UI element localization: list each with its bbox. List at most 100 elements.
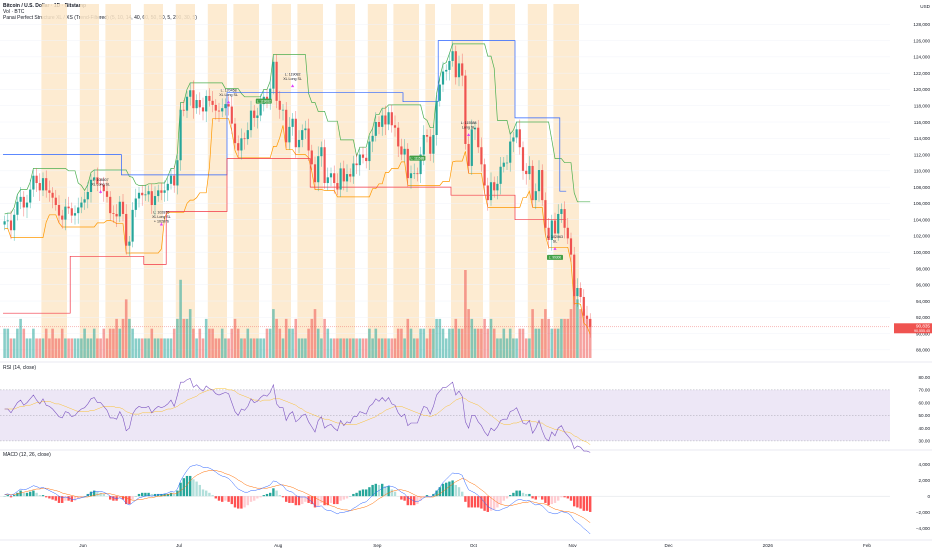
macd-histogram-bar [333,496,336,505]
candle-body [413,173,416,174]
volume-bar [262,338,266,358]
volume-bar [211,328,214,358]
macd-line [4,464,591,535]
candle-body [397,127,400,147]
macd-histogram-bar [448,481,451,497]
candle-body [518,129,521,148]
candle-body [445,69,448,72]
candle-body [118,201,121,217]
candle-body [32,175,35,190]
annotation-text: L: 115588 [461,121,477,125]
price-tick-label: 122,000 [913,71,930,76]
macd-histogram-bar [22,492,25,497]
candle-body [73,213,77,216]
volume-bar [121,318,125,358]
signal-badge [255,98,272,104]
time-axis[interactable]: JunJulAugSepOctNovDec2026FebMar [79,543,932,548]
volume-bar [3,328,6,358]
macd-histogram-bar [144,492,147,497]
candle-body [272,61,275,89]
rsi-tick-label: 50.00 [919,413,931,418]
volume-bar [54,338,58,358]
candle-body [470,129,473,166]
candle-body [214,104,217,111]
volume-bar [371,338,374,358]
macd-histogram-bar [224,496,227,501]
candle-body [201,107,205,112]
volume-bar [390,338,394,358]
candle-body [105,191,109,197]
macd-histogram-bar [576,496,579,508]
rsi-tick-label: 40.00 [919,426,931,431]
volume-bar [556,328,560,358]
candle-body [374,122,377,136]
annotation-text: XL Long SL [152,215,171,219]
candle-body [265,96,269,100]
candle-body [496,183,499,191]
price-tick-label: 108,000 [913,185,930,190]
macd-pane[interactable] [0,464,890,535]
volume-bar [99,338,102,358]
volume-bar [259,338,262,358]
candle-body [403,148,406,155]
price-tick-label: 94,000 [916,299,930,304]
macd-histogram-bar [41,495,45,497]
macd-histogram-bar [29,491,32,497]
volume-bar [476,328,480,358]
structure-high-line [3,40,567,192]
candle-body [109,196,112,214]
macd-histogram-bar [285,496,288,502]
rsi-pane[interactable] [0,378,890,453]
candle-body [585,315,589,319]
annotation-text: L: 119082 [285,72,301,76]
macd-histogram-bar [416,496,419,505]
macd-histogram-bar [67,496,70,501]
macd-histogram-bar [195,481,198,497]
candle-body [531,165,534,201]
candle-body [259,104,262,116]
volume-bar [166,338,170,358]
volume-bar [179,279,182,358]
macd-histogram-bar [355,492,358,497]
macd-tick-label: 2,000 [919,478,931,483]
macd-histogram-bar [9,496,13,498]
macd-histogram-bar [569,496,573,501]
candle-body [208,95,211,101]
time-tick-label: Sep [373,543,382,548]
macd-histogram-bar [109,496,112,500]
candle-body [147,191,150,195]
macd-histogram-bar [176,490,179,497]
volume-bar [480,328,483,358]
candles[interactable] [3,41,592,338]
volume-bar [512,338,515,358]
candle-body [582,296,585,316]
candle-body [550,220,553,240]
annotation-text: XL Long SL [91,183,110,187]
volume-bar [550,328,554,358]
macd-histogram-bar [457,487,461,497]
candle-body [224,104,227,109]
price-axis[interactable]: 128,000 126,000 124,000 122,000 120,000 118,0… [894,4,932,531]
volume-bar [352,338,355,358]
annotation-text: SL [553,240,557,244]
candle-body [121,201,125,214]
macd-histogram-bar [390,489,393,497]
macd-histogram-bar [118,496,121,499]
price-tick-label: 92,000 [916,315,930,320]
macd-histogram-bar [505,496,509,499]
candle-body [35,175,38,184]
candle-body [137,192,141,199]
candle-body [326,177,329,184]
volume-bar [582,309,586,358]
macd-histogram-bar [211,495,214,497]
volume-bar [240,338,243,358]
volume-bar [256,338,259,358]
candle-body [45,178,48,191]
candle-body [528,165,531,175]
candle-body [473,127,477,130]
candle-body [448,60,451,70]
macd-histogram-bar [265,493,269,497]
candle-body [89,179,93,192]
session-band [79,4,99,358]
